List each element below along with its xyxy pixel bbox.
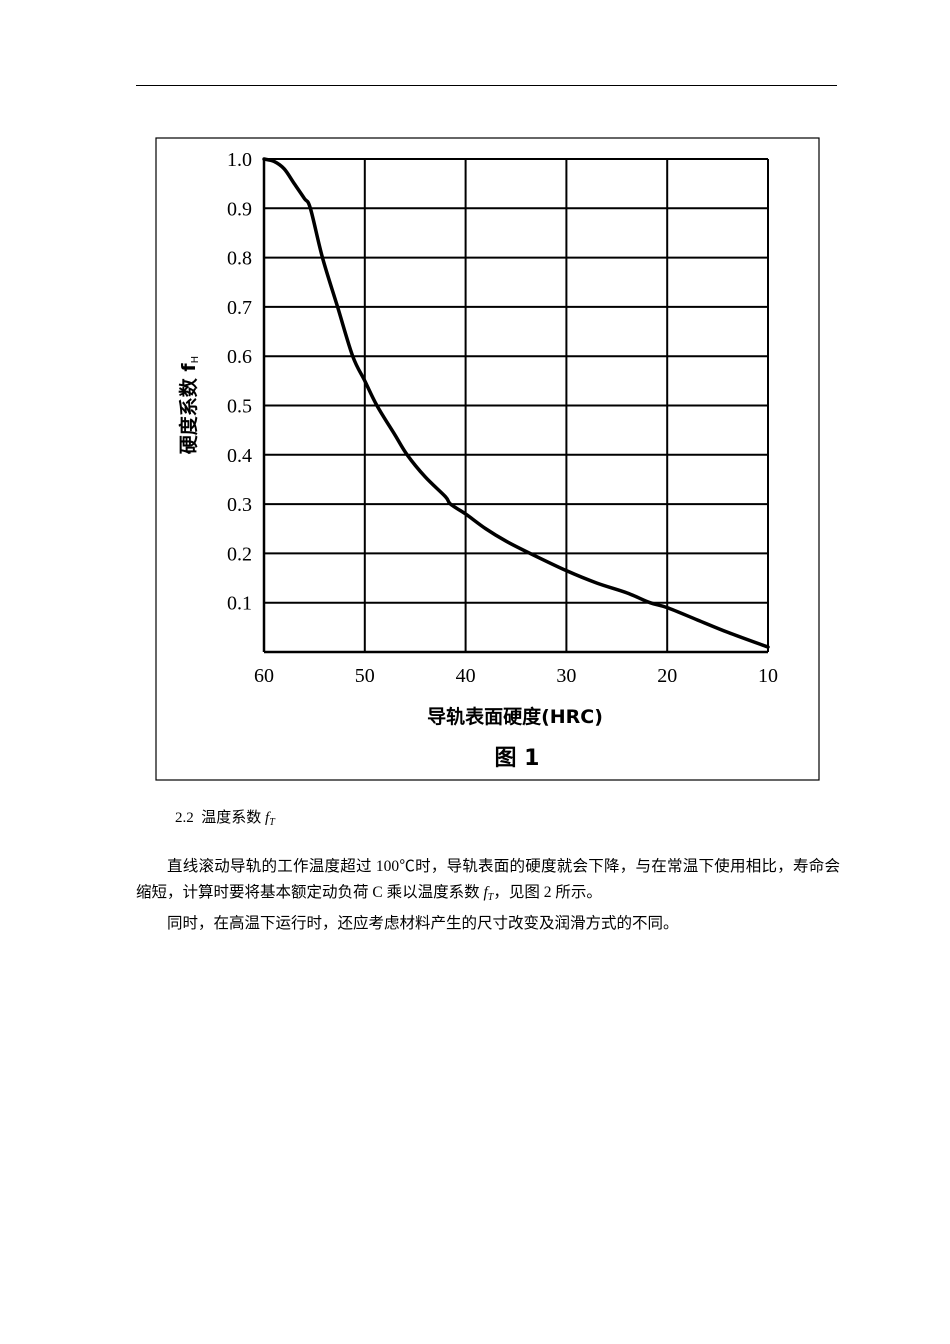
y-tick-label: 0.8 bbox=[227, 248, 252, 270]
paragraph: 直线滚动导轨的工作温度超过 100℃时，导轨表面的硬度就会下降，与在常温下使用相… bbox=[136, 854, 840, 911]
y-tick-label: 0.2 bbox=[227, 543, 252, 565]
y-tick-label: 0.4 bbox=[227, 445, 252, 467]
y-axis-label: 硬度系数 fH bbox=[177, 356, 201, 454]
section-title: 温度系数 bbox=[201, 810, 262, 826]
y-tick-label: 0.7 bbox=[227, 297, 252, 319]
hardness-factor-curve bbox=[262, 157, 770, 649]
paragraph: 同时，在高温下运行时，还应考虑材料产生的尺寸改变及润滑方式的不同。 bbox=[136, 911, 840, 937]
hardness-factor-chart: 1.0 0.9 0.8 0.7 0.6 0.5 0.4 0.3 0.2 0.1 60 50 40 30 20… bbox=[155, 137, 820, 781]
paragraph-symbol-sub: T bbox=[487, 892, 494, 903]
y-tick-label: 0.1 bbox=[227, 593, 252, 615]
y-tick-label: 0.9 bbox=[227, 198, 252, 220]
y-tick-label: 0.6 bbox=[227, 346, 252, 368]
x-tick-label: 30 bbox=[556, 665, 576, 687]
x-tick-label: 40 bbox=[456, 665, 476, 687]
x-axis-label: 导轨表面硬度(HRC) bbox=[427, 705, 603, 728]
body-text: 直线滚动导轨的工作温度超过 100℃时，导轨表面的硬度就会下降，与在常温下使用相… bbox=[136, 854, 840, 937]
x-tick-label: 60 bbox=[254, 665, 274, 687]
y-tick-label: 0.5 bbox=[227, 396, 252, 418]
x-tick-label: 10 bbox=[758, 665, 778, 687]
paragraph-text: 直线滚动导轨的工作温度超过 100℃时，导轨表面的硬度就会下降，与在常温下使用相… bbox=[136, 858, 840, 901]
section-symbol: f bbox=[265, 810, 270, 826]
y-tick-label: 1.0 bbox=[227, 149, 252, 171]
y-tick-label: 0.3 bbox=[227, 494, 252, 516]
x-tick-label: 20 bbox=[657, 665, 677, 687]
paragraph-symbol: f bbox=[483, 884, 488, 901]
paragraph-text-after: ，见图 2 所示。 bbox=[493, 884, 602, 901]
header-rule bbox=[136, 85, 837, 86]
section-number: 2.2 bbox=[175, 810, 194, 826]
section-heading: 2.2 温度系数 fT bbox=[175, 806, 275, 828]
figure-frame bbox=[155, 137, 820, 781]
paragraph-text: 同时，在高温下运行时，还应考虑材料产生的尺寸改变及润滑方式的不同。 bbox=[167, 915, 679, 932]
figure-caption: 图 1 bbox=[495, 746, 540, 771]
section-symbol-sub: T bbox=[269, 817, 275, 828]
figure-1: 1.0 0.9 0.8 0.7 0.6 0.5 0.4 0.3 0.2 0.1 60 50 40 30 20… bbox=[155, 137, 820, 781]
x-tick-label: 50 bbox=[355, 665, 375, 687]
